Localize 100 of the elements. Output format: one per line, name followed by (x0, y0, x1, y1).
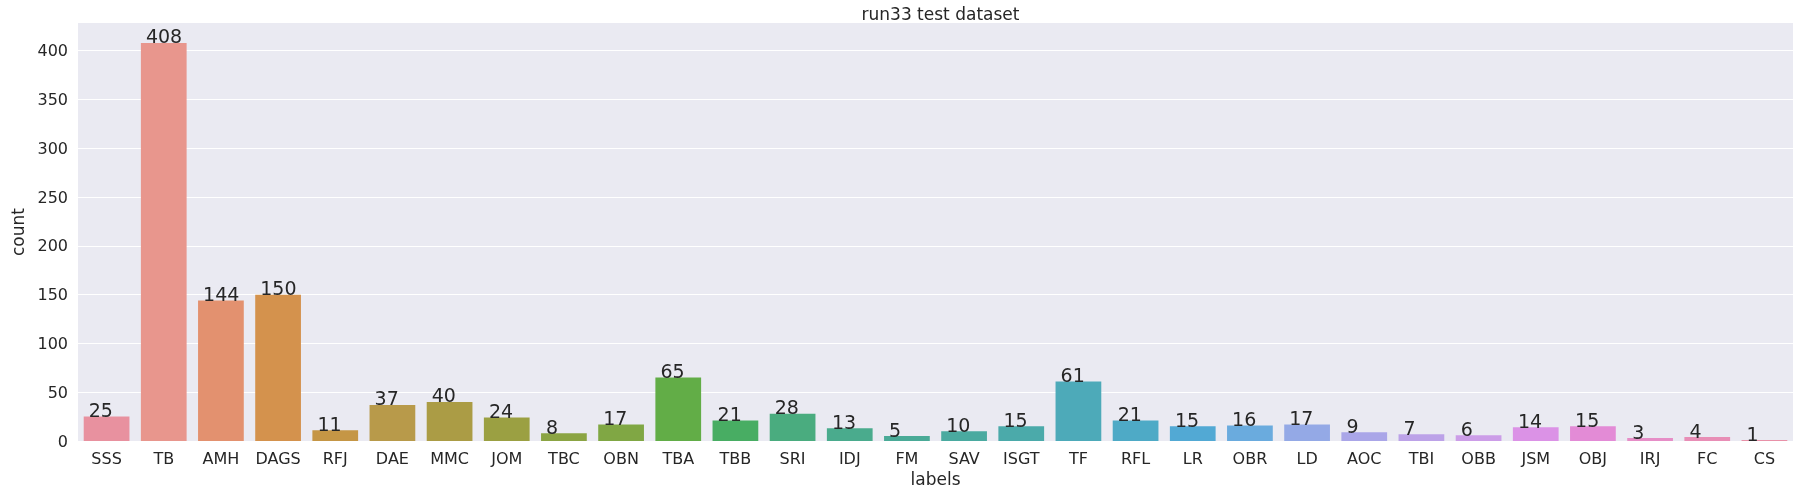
bar (369, 404, 416, 441)
bar (140, 42, 187, 441)
y-tick-label: 200 (37, 236, 68, 256)
x-tick-label: TBC (547, 448, 580, 468)
data-label: 11 (317, 412, 342, 435)
data-label: 9 (1346, 414, 1359, 437)
x-tick-label: SSS (91, 448, 122, 468)
data-label: 40 (431, 384, 456, 407)
bar (1169, 426, 1216, 441)
x-tick-label: SAV (948, 448, 980, 468)
bar (598, 424, 644, 441)
data-label: 25 (88, 399, 113, 422)
y-tick-label: 50 (47, 382, 68, 402)
bar (1455, 435, 1502, 441)
y-tick-label: 350 (37, 90, 68, 109)
data-label: 21 (1117, 403, 1142, 426)
bar (998, 426, 1045, 441)
x-tick-label: RFJ (322, 448, 348, 468)
data-label: 408 (145, 25, 183, 48)
data-label: 17 (1289, 406, 1314, 429)
bar (769, 413, 816, 441)
bar (1284, 424, 1330, 441)
x-tick-label: MMC (430, 448, 469, 468)
data-label: 4 (1689, 419, 1702, 442)
x-tick-label: DAE (375, 448, 409, 468)
bar (1398, 434, 1445, 441)
data-label: 15 (1174, 408, 1200, 431)
bar (312, 430, 359, 441)
data-label: 28 (774, 396, 799, 419)
x-tick-label: RFL (1120, 448, 1151, 468)
data-label: 14 (1517, 409, 1543, 432)
x-tick-label: CS (1753, 448, 1776, 468)
bar (884, 436, 930, 441)
x-tick-label: IRJ (1639, 448, 1661, 468)
x-tick-label: DAGS (255, 448, 301, 468)
bar (83, 416, 130, 441)
data-label: 5 (889, 418, 902, 441)
bar (255, 294, 301, 441)
bar (483, 417, 530, 441)
data-label: 15 (1003, 408, 1028, 431)
bar (426, 401, 473, 441)
y-axis-title: count (8, 207, 29, 256)
chart-title: run33 test dataset (861, 3, 1020, 24)
data-label: 10 (946, 413, 971, 436)
x-tick-label: OBJ (1578, 448, 1608, 468)
data-label: 61 (1060, 363, 1085, 386)
bar (1684, 437, 1731, 441)
x-tick-label: FM (895, 448, 919, 468)
bar (941, 431, 987, 441)
y-tick-label: 0 (57, 431, 68, 451)
bar (1227, 425, 1273, 441)
x-tick-label: SRI (779, 448, 806, 468)
bar (1627, 438, 1673, 441)
data-label: 8 (546, 415, 559, 438)
x-tick-label: AOC (1347, 448, 1382, 468)
bar (712, 420, 759, 441)
x-tick-label: LR (1182, 448, 1203, 468)
data-label: 37 (374, 387, 399, 410)
bar (1341, 432, 1388, 441)
data-label: 1 (1746, 422, 1759, 445)
data-label: 3 (1632, 420, 1645, 443)
x-tick-label: OBB (1461, 448, 1496, 468)
data-label: 7 (1403, 416, 1416, 439)
data-label: 13 (831, 410, 857, 433)
bar (1512, 427, 1559, 441)
y-tick-label: 250 (37, 187, 68, 207)
x-tick-label: OBN (603, 448, 639, 468)
x-tick-label: TBB (718, 448, 752, 468)
bar (1570, 426, 1616, 441)
y-tick-label: 300 (37, 138, 68, 158)
bar (1112, 420, 1159, 441)
data-label: 6 (1460, 417, 1473, 440)
x-tick-label: TBI (1407, 448, 1435, 468)
bar (826, 428, 873, 441)
x-tick-label: OBR (1232, 448, 1268, 468)
data-label: 15 (1575, 408, 1600, 431)
bar (1055, 381, 1102, 441)
y-tick-label: 150 (37, 285, 68, 305)
x-axis-title: labels (910, 469, 961, 490)
y-tick-label: 100 (37, 333, 68, 353)
x-tick-label: TF (1067, 448, 1088, 468)
data-label: 150 (260, 277, 297, 300)
bar (198, 300, 244, 441)
data-label: 65 (660, 360, 685, 383)
bar (541, 433, 587, 441)
x-tick-label: TB (152, 448, 175, 468)
x-tick-label: JOM (490, 448, 523, 468)
data-label: 24 (488, 400, 514, 423)
x-tick-label: JSM (1520, 448, 1551, 468)
x-tick-label: FC (1697, 448, 1718, 468)
x-tick-label: ISGT (1003, 448, 1040, 468)
data-label: 17 (603, 406, 628, 429)
bar (655, 377, 702, 441)
y-tick-label: 400 (37, 41, 68, 61)
data-label: 21 (717, 403, 742, 426)
x-tick-label: TBA (661, 448, 695, 468)
data-label: 16 (1232, 407, 1257, 430)
data-label: 144 (203, 283, 240, 305)
x-tick-label: LD (1296, 448, 1318, 468)
x-tick-label: AMH (202, 448, 240, 468)
